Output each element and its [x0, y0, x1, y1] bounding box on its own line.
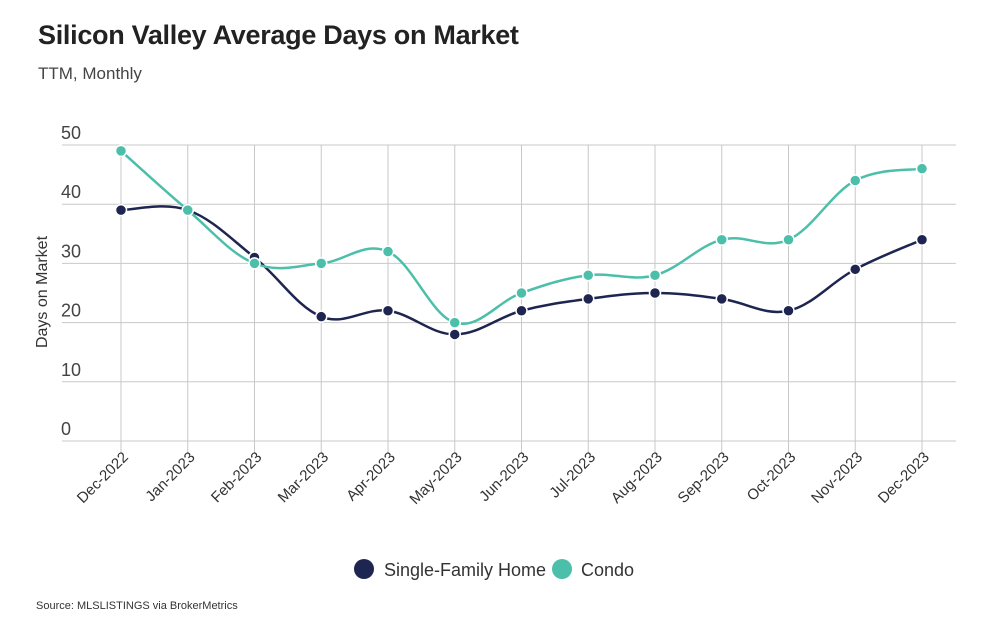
single-family-home-point: [915, 233, 929, 246]
legend-marker-condo: [552, 559, 572, 579]
x-tick-label: Dec-2023: [875, 449, 933, 507]
x-tick-label: Apr-2023: [343, 449, 399, 505]
y-tick-label: 10: [61, 360, 81, 380]
x-axis-ticks: Dec-2022 Jan-2023 Feb-2023 Mar-2023 Apr-2023…: [74, 449, 933, 508]
x-tick-label: Jul-2023: [546, 449, 599, 502]
legend-label-condo: Condo: [581, 560, 634, 580]
series-points: [114, 144, 929, 341]
x-tick-label: May-2023: [406, 449, 465, 508]
grid-lines: [62, 144, 956, 453]
single-family-home-point: [515, 304, 528, 318]
x-tick-label: Jan-2023: [142, 449, 198, 505]
condo-point: [849, 174, 862, 187]
single-family-home-point: [315, 310, 328, 323]
y-tick-label: 20: [61, 301, 81, 321]
single-family-home-point: [448, 328, 461, 341]
condo-point: [782, 233, 795, 246]
chart-subtitle: TTM, Monthly: [38, 64, 142, 83]
y-axis-ticks: 0 10 20 30 40 50: [61, 123, 81, 439]
x-tick-label: Dec-2022: [74, 449, 132, 507]
condo-point: [181, 203, 194, 217]
single-family-home-point: [648, 286, 662, 300]
condo-point: [114, 144, 128, 158]
single-family-home-point: [782, 304, 795, 318]
single-family-home-point: [114, 203, 128, 217]
x-tick-label: Feb-2023: [208, 449, 265, 506]
x-tick-label: Nov-2023: [808, 449, 866, 507]
x-tick-label: Jun-2023: [476, 449, 532, 505]
single-family-home-point: [381, 304, 395, 318]
legend: Single-Family Home Condo: [354, 559, 634, 580]
condo-point: [448, 316, 461, 329]
condo-point: [915, 162, 929, 175]
condo-point: [715, 233, 728, 246]
condo-point: [248, 257, 261, 270]
y-tick-label: 30: [61, 241, 81, 261]
legend-marker-single-family-home: [354, 559, 374, 579]
source-note: Source: MLSLISTINGS via BrokerMetrics: [36, 600, 238, 612]
x-tick-label: Oct-2023: [744, 449, 800, 505]
condo-point: [381, 245, 395, 258]
y-axis-label: Days on Market: [34, 235, 51, 348]
y-tick-label: 50: [61, 123, 81, 143]
condo-point: [315, 257, 328, 270]
x-tick-label: Aug-2023: [608, 449, 666, 507]
x-tick-label: Mar-2023: [275, 449, 332, 506]
x-tick-label: Sep-2023: [675, 449, 733, 507]
y-tick-label: 0: [61, 419, 71, 439]
condo-point: [515, 286, 528, 300]
condo-point: [582, 268, 595, 282]
legend-label-single-family-home: Single-Family Home: [384, 560, 546, 580]
single-family-home-point: [715, 292, 728, 306]
chart-title: Silicon Valley Average Days on Market: [38, 20, 519, 50]
single-family-home-point: [849, 263, 862, 276]
y-tick-label: 40: [61, 182, 81, 202]
condo-point: [648, 268, 662, 282]
single-family-home-point: [582, 292, 595, 306]
